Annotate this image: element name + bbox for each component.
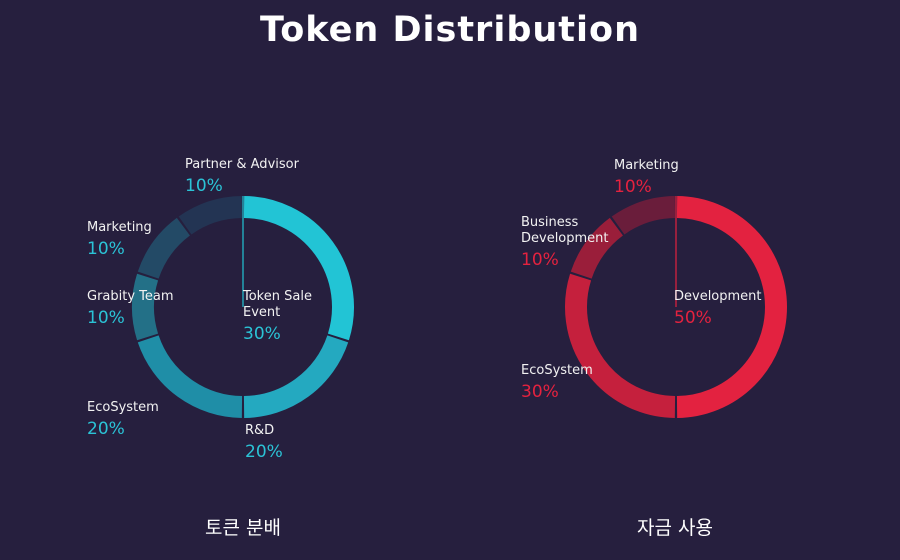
slice-percent: 20%	[87, 419, 125, 439]
legend-fund-ecosystem: EcoSystem 30%	[521, 363, 593, 403]
donut-slice-marketing	[137, 217, 191, 279]
legend-fund-marketing: Marketing 10%	[614, 158, 679, 198]
slice-label: Token Sale Event	[243, 289, 312, 320]
slice-label: EcoSystem	[521, 363, 593, 378]
slice-label: Marketing	[87, 220, 152, 235]
slice-label: Development	[674, 289, 762, 304]
legend-partner-advisor: Partner & Advisor 10%	[185, 157, 299, 197]
legend-ecosystem: EcoSystem 20%	[87, 400, 159, 440]
legend-marketing: Marketing 10%	[87, 220, 152, 260]
donut-slice-development	[676, 196, 788, 418]
donut-slice-grabity-team	[132, 273, 159, 341]
slice-percent: 10%	[521, 250, 559, 270]
legend-fund-development: Development 50%	[674, 289, 762, 329]
slice-percent: 10%	[185, 176, 223, 196]
slice-percent: 30%	[521, 382, 559, 402]
legend-grabity-team: Grabity Team 10%	[87, 289, 174, 329]
legend-token-sale-event: Token Sale Event 30%	[243, 289, 333, 345]
slice-percent: 10%	[87, 308, 125, 328]
donut-slice-ecosystem	[137, 335, 243, 418]
slice-percent: 30%	[243, 324, 281, 344]
legend-rnd: R&D 20%	[245, 423, 283, 463]
right-chart-caption: 자금 사용	[637, 517, 713, 539]
donut-slice-token-sale-event	[243, 196, 354, 341]
donut-slice-ecosystem	[565, 273, 676, 418]
donut-slice-marketing	[611, 196, 676, 235]
slice-label: Business Development	[521, 215, 609, 246]
slice-percent: 10%	[614, 177, 652, 197]
slice-percent: 10%	[87, 239, 125, 259]
page-title: Token Distribution	[260, 10, 640, 50]
slice-label: R&D	[245, 423, 275, 438]
slice-label: Partner & Advisor	[185, 157, 299, 172]
slice-percent: 20%	[245, 442, 283, 462]
slice-label: Grabity Team	[87, 289, 174, 304]
donut-slice-r-d	[243, 335, 349, 418]
donut-slice-business-development	[570, 217, 624, 279]
donut-slice-partner-advisor	[178, 196, 243, 235]
legend-fund-business-development: Business Development 10%	[521, 215, 621, 271]
left-chart-caption: 토큰 분배	[205, 517, 281, 539]
slice-percent: 50%	[674, 308, 712, 328]
slice-label: EcoSystem	[87, 400, 159, 415]
slice-label: Marketing	[614, 158, 679, 173]
